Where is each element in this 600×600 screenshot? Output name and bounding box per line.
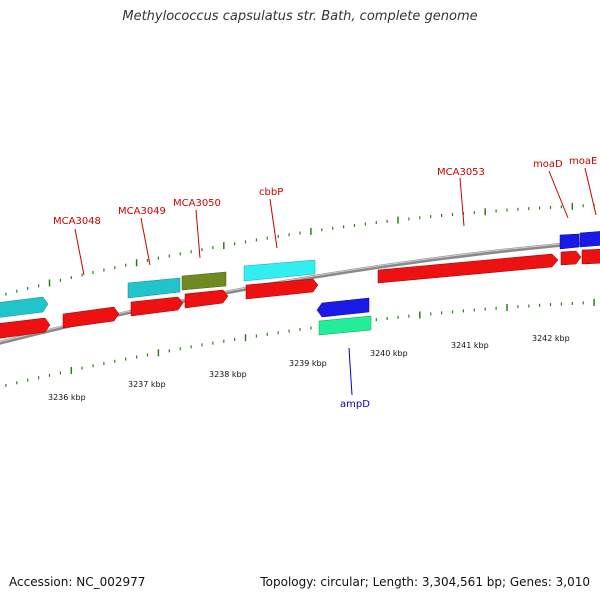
cds-moae[interactable] [581,248,600,265]
leader-moad [548,170,569,219]
label-ampd: ampD [340,399,370,410]
scale-label-3237: 3237 kbp [128,380,166,389]
gene-mca3049[interactable] [127,277,181,299]
gene-ampd-mint[interactable] [318,315,372,336]
leader-cbbp [269,198,278,249]
outer-tick-ring [5,202,595,296]
scale-label-3242: 3242 kbp [532,334,570,343]
label-cbbp: cbbP [259,187,283,198]
label-moae: moaE [569,156,597,167]
scale-label-3236: 3236 kbp [48,393,86,402]
label-mca3053: MCA3053 [437,167,485,178]
leader-ampd [348,347,353,396]
label-moad: moaD [533,159,563,170]
cds-moad[interactable] [560,250,582,266]
leader-mca3048 [74,228,85,276]
scale-label-3241: 3241 kbp [451,341,489,350]
scale-label-3240: 3240 kbp [370,349,408,358]
map-title: Methylococcus capsulatus str. Bath, comp… [122,9,478,24]
gene-cbbp[interactable] [243,259,316,282]
scale-label-3238: 3238 kbp [209,370,247,379]
gene-cyan-left[interactable] [0,296,49,318]
leader-mca3053 [459,177,465,227]
cds-mca3048[interactable] [62,306,120,329]
genome-summary-text: Topology: circular; Length: 3,304,561 bp… [260,575,590,589]
label-mca3049: MCA3049 [118,206,166,217]
leader-mca3050 [195,209,201,259]
cds-mca3050[interactable] [184,289,229,309]
cds-left[interactable] [0,317,51,339]
leader-moae [584,167,597,216]
label-mca3048: MCA3048 [53,216,101,227]
leader-mca3049 [140,217,151,266]
cds-mca3053[interactable] [377,253,559,284]
cds-mca3049[interactable] [130,296,184,317]
gene-moae[interactable] [579,231,600,248]
gene-ampd[interactable] [316,297,370,318]
cds-cbbp[interactable] [245,278,319,300]
accession-text: Accession: NC_002977 [9,575,146,589]
label-mca3050: MCA3050 [173,198,221,209]
gene-mca3050[interactable] [181,271,227,291]
scale-label-3239: 3239 kbp [289,359,327,368]
gene-moad[interactable] [559,233,580,250]
